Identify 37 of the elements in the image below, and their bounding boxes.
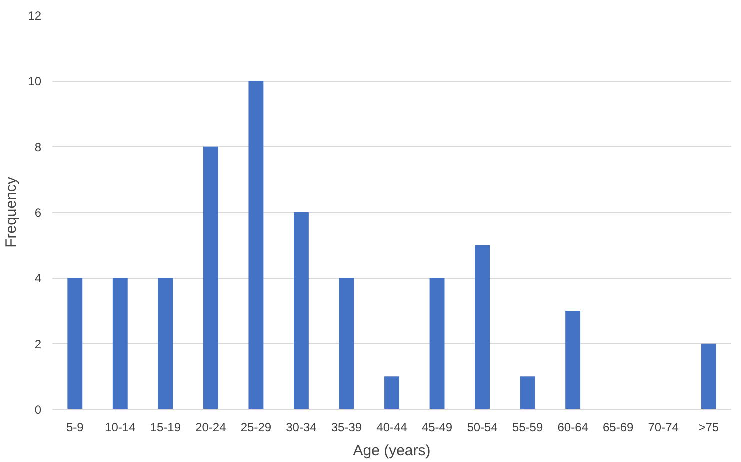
x-tick-label: 40-44 <box>376 420 408 434</box>
x-tick-label: 35-39 <box>331 420 362 434</box>
x-tick-label: >75 <box>698 420 720 434</box>
x-tick-label: 5-9 <box>66 420 84 434</box>
bar <box>112 278 128 410</box>
bar <box>520 376 536 410</box>
x-tick-label: 15-19 <box>150 420 182 434</box>
x-tick-label: 10-14 <box>105 420 136 434</box>
bar <box>566 311 581 410</box>
bar <box>430 278 445 410</box>
x-tick-label: 25-29 <box>240 420 272 434</box>
bar <box>158 278 174 410</box>
x-tick-label: 65-69 <box>602 420 634 434</box>
bar <box>294 212 309 410</box>
bar <box>475 245 490 410</box>
y-tick-label: 4 <box>34 272 42 286</box>
x-axis-title: Age (years) <box>353 442 431 460</box>
x-tick-label: 60-64 <box>558 420 589 434</box>
x-tick-label: 30-34 <box>286 420 318 434</box>
y-tick-label: 8 <box>34 140 42 154</box>
x-tick-label: 20-24 <box>196 420 227 434</box>
bar <box>384 376 400 410</box>
bar <box>701 344 716 410</box>
x-tick-label: 55-59 <box>512 420 544 434</box>
bar <box>203 146 218 410</box>
x-tick-label: 50-54 <box>467 420 498 434</box>
y-tick-label: 2 <box>34 337 42 352</box>
x-tick-label: 70-74 <box>648 420 680 434</box>
y-tick-label: 12 <box>28 9 42 23</box>
y-axis-title: Frequency <box>3 176 20 248</box>
bar <box>339 278 354 410</box>
y-tick-label: 10 <box>28 74 42 89</box>
x-tick-label: 45-49 <box>422 420 453 434</box>
y-tick-label: 6 <box>34 206 42 220</box>
bar <box>68 278 83 410</box>
y-tick-label: 0 <box>34 403 42 417</box>
bar <box>248 81 264 410</box>
